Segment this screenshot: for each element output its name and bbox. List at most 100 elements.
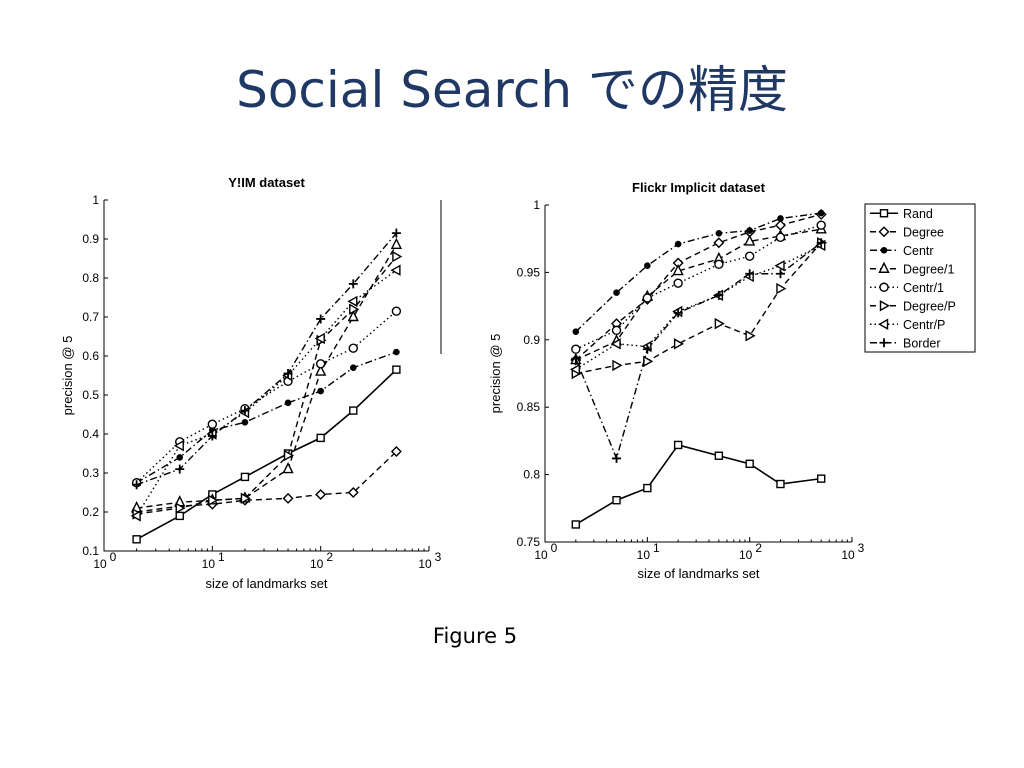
legend-marker xyxy=(878,318,889,330)
legend-marker xyxy=(879,300,890,312)
y-tick-label: 0.7 xyxy=(82,310,99,324)
data-point xyxy=(714,317,725,330)
legend-label-degree: Degree xyxy=(903,225,944,239)
data-point xyxy=(644,262,651,269)
data-point xyxy=(774,219,786,231)
series-border xyxy=(132,228,401,490)
x-tick-exponent: 0 xyxy=(551,541,558,555)
series-line xyxy=(136,310,397,484)
data-point xyxy=(569,363,581,376)
data-point xyxy=(390,237,403,250)
data-point xyxy=(240,492,251,505)
legend-marker xyxy=(879,338,889,348)
series-degree-p xyxy=(571,237,828,380)
data-point xyxy=(775,269,785,279)
data-point xyxy=(284,399,292,407)
axes-frame xyxy=(103,200,429,552)
y-tick-label: 1 xyxy=(533,198,540,212)
data-point xyxy=(175,464,185,474)
data-point xyxy=(610,338,621,350)
data-point xyxy=(207,431,217,441)
x-tick-label: 10 xyxy=(637,548,651,562)
data-point xyxy=(611,325,622,336)
data-point xyxy=(774,259,785,272)
data-point xyxy=(714,451,724,460)
data-point xyxy=(572,328,580,336)
data-point xyxy=(175,502,186,514)
x-tick-exponent: 3 xyxy=(435,550,442,564)
data-point xyxy=(176,454,184,461)
data-point xyxy=(316,314,326,324)
figure-caption: Figure 5 xyxy=(432,624,518,648)
x-axis-label: size of landmarks set xyxy=(205,576,327,591)
series-degree xyxy=(570,208,827,366)
chart-title: Flickr Implicit dataset xyxy=(632,180,766,195)
data-point xyxy=(612,453,622,463)
data-point xyxy=(391,228,401,238)
y-tick-label: 0.4 xyxy=(82,427,99,441)
data-point xyxy=(674,240,682,248)
series-degree-1 xyxy=(130,237,403,513)
y-axis-label: precision @ 5 xyxy=(60,336,75,416)
legend-marker xyxy=(879,209,889,218)
data-point xyxy=(571,344,581,354)
legend-marker xyxy=(878,261,890,273)
series-line xyxy=(575,224,822,350)
data-point xyxy=(315,364,327,376)
data-point xyxy=(642,344,652,354)
data-point xyxy=(744,234,756,246)
data-point xyxy=(745,269,755,279)
data-point xyxy=(745,459,754,469)
data-point xyxy=(347,295,358,308)
x-axis-label: size of landmarks set xyxy=(637,566,759,581)
series-centr-p xyxy=(569,239,826,376)
data-point xyxy=(208,494,219,506)
legend-label-centr-1: Centr/1 xyxy=(903,281,944,295)
chart-flickr: Flickr Implicit dataset size of landmarks… xyxy=(488,180,976,581)
data-point xyxy=(393,348,400,356)
data-point xyxy=(713,237,725,249)
data-point xyxy=(643,355,654,368)
data-point xyxy=(392,250,403,263)
data-point xyxy=(347,309,359,322)
data-point xyxy=(314,332,325,345)
data-point xyxy=(672,263,684,276)
x-tick-exponent: 0 xyxy=(110,550,117,564)
data-point xyxy=(173,440,184,452)
legend-label-border: Border xyxy=(903,336,941,350)
data-point xyxy=(283,369,293,379)
series-line xyxy=(575,213,822,361)
legend-label-degree-1: Degree/1 xyxy=(903,262,954,276)
data-point xyxy=(776,479,785,489)
series-line xyxy=(136,244,397,509)
data-point xyxy=(612,359,623,372)
data-point xyxy=(241,419,249,426)
series-degree-p xyxy=(132,250,403,520)
series-border xyxy=(571,238,826,463)
data-point xyxy=(571,520,581,529)
x-tick-label: 10 xyxy=(93,557,107,571)
y-tick-label: 0.6 xyxy=(82,349,99,363)
data-point xyxy=(746,227,753,234)
legend-marker xyxy=(879,282,889,292)
data-point xyxy=(282,492,294,504)
y-tick-label: 0.5 xyxy=(82,388,99,402)
data-point xyxy=(315,359,326,369)
data-point xyxy=(745,330,756,342)
data-point xyxy=(315,488,327,500)
x-tick-exponent: 3 xyxy=(858,541,865,555)
series-rand xyxy=(571,440,826,529)
series-degree-1 xyxy=(570,222,827,365)
data-point xyxy=(715,230,723,237)
y-tick-label: 0.3 xyxy=(82,466,99,480)
y-tick-label: 0.8 xyxy=(523,468,540,482)
series-line xyxy=(136,451,397,513)
series-line xyxy=(136,369,397,541)
data-point xyxy=(571,354,581,364)
series-line xyxy=(136,256,397,515)
series-centr xyxy=(572,209,825,336)
y-tick-label: 0.9 xyxy=(523,333,540,347)
legend-label-centr-p: Centr/P xyxy=(903,318,945,332)
x-tick-exponent: 1 xyxy=(653,541,660,555)
series-line xyxy=(575,444,822,526)
